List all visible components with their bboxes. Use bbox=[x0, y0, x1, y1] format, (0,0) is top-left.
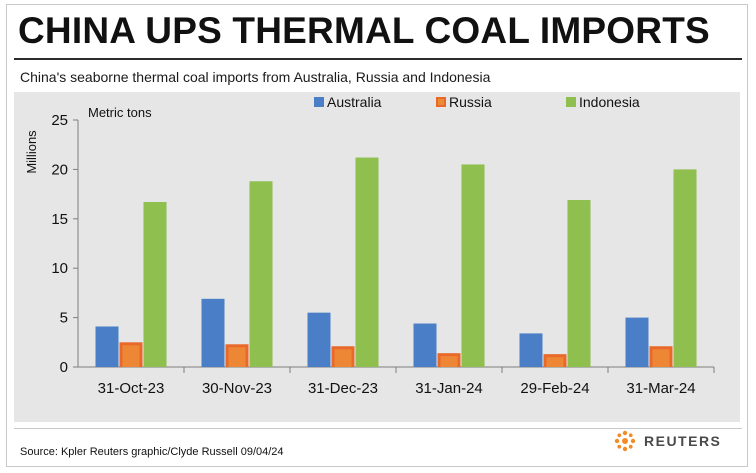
bar-australia bbox=[413, 323, 437, 367]
bar-indonesia bbox=[355, 157, 379, 367]
bar-russia-highlight bbox=[546, 357, 564, 367]
x-tick-label: 30-Nov-23 bbox=[202, 380, 272, 397]
chart-bars bbox=[95, 157, 697, 367]
x-tick-label: 31-Dec-23 bbox=[308, 380, 378, 397]
bar-russia-highlight bbox=[228, 347, 246, 367]
bar-indonesia bbox=[567, 200, 591, 367]
y-tick-label: 20 bbox=[51, 161, 68, 178]
chart-legend: Australia Russia Indonesia bbox=[314, 94, 640, 110]
bar-indonesia bbox=[673, 169, 697, 367]
bar-australia bbox=[307, 312, 331, 367]
x-tick-label: 31-Jan-24 bbox=[415, 380, 483, 397]
reuters-logo-icon bbox=[614, 430, 636, 452]
reuters-logo: REUTERS bbox=[612, 428, 742, 454]
bar-russia-highlight bbox=[334, 349, 352, 367]
bar-australia bbox=[201, 298, 225, 367]
bar-australia bbox=[519, 333, 543, 367]
y-tick-label: 25 bbox=[51, 112, 68, 129]
legend-swatch-russia-highlight bbox=[438, 99, 444, 105]
y-tick-label: 10 bbox=[51, 260, 68, 277]
chart-subtitle: China's seaborne thermal coal imports fr… bbox=[20, 69, 491, 85]
bar-russia-highlight bbox=[652, 349, 670, 367]
source-credit: Source: Kpler Reuters graphic/Clyde Russ… bbox=[20, 446, 284, 458]
chart-title: CHINA UPS THERMAL COAL IMPORTS bbox=[18, 10, 710, 51]
legend-swatch-australia bbox=[314, 97, 324, 107]
chart-panel: 0 5 10 15 20 25 Millions Metric tons 31-Oct-23 30… bbox=[14, 92, 740, 422]
title-divider bbox=[14, 58, 742, 60]
y-tick-label: 0 bbox=[60, 359, 68, 376]
bar-indonesia bbox=[143, 202, 167, 367]
x-tick-label: 31-Oct-23 bbox=[98, 380, 165, 397]
bar-australia bbox=[625, 317, 649, 367]
x-tick-label: 29-Feb-24 bbox=[520, 380, 589, 397]
bar-russia-highlight bbox=[440, 356, 458, 367]
bar-indonesia bbox=[249, 181, 273, 367]
bar-indonesia bbox=[461, 164, 485, 367]
y-tick-label: 15 bbox=[51, 211, 68, 228]
footer-divider bbox=[14, 428, 742, 429]
y-tick-label: 5 bbox=[60, 310, 68, 327]
graphic-frame bbox=[6, 4, 748, 467]
y-axis-label: Millions bbox=[24, 130, 39, 174]
reuters-logo-text: REUTERS bbox=[644, 433, 722, 449]
bar-russia-highlight bbox=[122, 345, 140, 367]
legend-label-russia: Russia bbox=[449, 94, 492, 110]
legend-label-australia: Australia bbox=[327, 94, 382, 110]
bar-chart: 0 5 10 15 20 25 Millions Metric tons 31-Oct-23 30… bbox=[24, 94, 715, 397]
chart-axes: 0 5 10 15 20 25 Millions Metric tons 31-Oct-23 30… bbox=[24, 105, 715, 397]
unit-label: Metric tons bbox=[88, 105, 152, 120]
legend-label-indonesia: Indonesia bbox=[579, 94, 640, 110]
x-tick-label: 31-Mar-24 bbox=[626, 380, 695, 397]
bar-australia bbox=[95, 326, 119, 367]
legend-swatch-indonesia bbox=[566, 97, 576, 107]
